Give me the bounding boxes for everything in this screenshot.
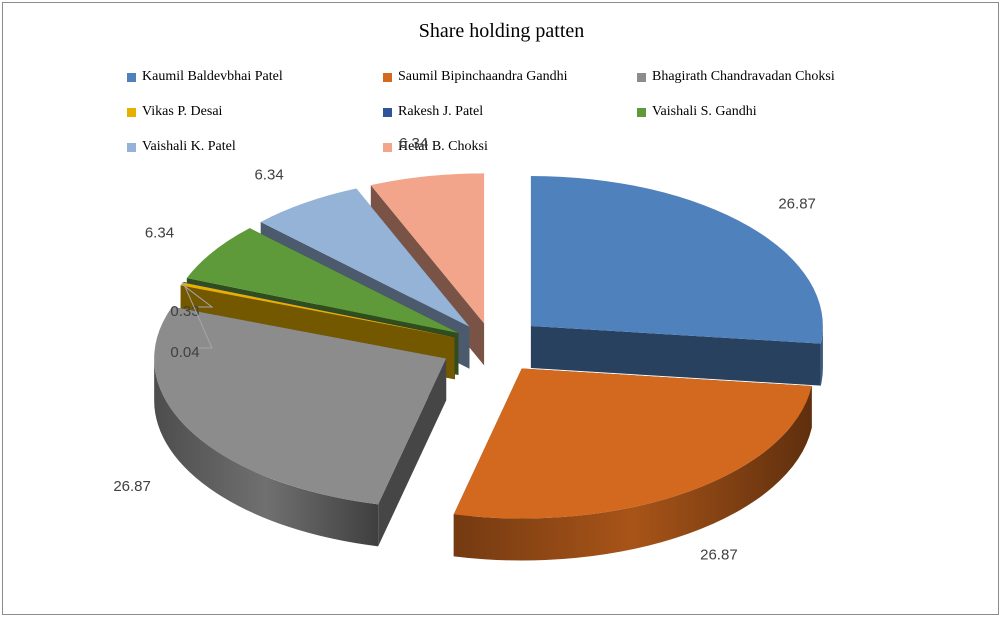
legend-item-vaishali-s: Vaishali S. Gandhi (637, 104, 757, 120)
chart-title: Share holding patten (418, 20, 585, 42)
legend-label-saumil: Saumil Bipinchaandra Gandhi (398, 69, 568, 84)
data-label-vikas: 0.33 (170, 303, 199, 320)
legend-label-bhagirath: Bhagirath Chandravadan Choksi (652, 69, 835, 84)
pie-data-labels: 26.87 26.87 26.87 0.33 0.04 6.34 6.34 6.34 (113, 135, 816, 564)
slice-outer-wall (453, 386, 812, 561)
legend-item-saumil: Saumil Bipinchaandra Gandhi (383, 69, 568, 85)
slice-outer-wall (154, 358, 379, 547)
legend-item-kaumil: Kaumil Baldevbhai Patel (127, 69, 283, 85)
legend-label-kaumil: Kaumil Baldevbhai Patel (142, 69, 283, 84)
slice-top-face (186, 228, 459, 334)
slice-side-wall (530, 325, 821, 386)
slice-top-face (530, 175, 823, 344)
data-label-vaishali-k: 6.34 (254, 166, 283, 183)
slice-top-face (180, 282, 455, 338)
legend-item-hetal: Hetal B. Choksi (383, 139, 488, 155)
legend-label-hetal: Hetal B. Choksi (398, 139, 488, 154)
slice-top-face (370, 173, 485, 324)
pie-slice-kaumil (530, 175, 823, 386)
legend-swatch-rakesh (383, 107, 392, 117)
legend-label-vikas: Vikas P. Desai (142, 104, 223, 119)
legend-label-vaishali-k: Vaishali K. Patel (142, 139, 236, 154)
slice-top-face (154, 306, 447, 505)
slice-outer-wall (820, 325, 823, 386)
pie-slice-saumil (453, 368, 812, 561)
leader-line-vikas (181, 283, 214, 308)
legend-swatch-vikas (127, 107, 136, 117)
pie-slices (154, 173, 823, 561)
data-label-bhagirath: 26.87 (113, 478, 151, 495)
slice-top-face (260, 188, 470, 327)
legend-swatch-kaumil (127, 72, 136, 82)
legend-swatch-bhagirath (637, 72, 646, 82)
data-label-rakesh: 0.04 (170, 344, 199, 361)
data-label-vaishali-s: 6.34 (145, 224, 174, 241)
slice-top-face (453, 368, 812, 519)
legend-swatch-hetal (383, 142, 392, 152)
legend-item-rakesh: Rakesh J. Patel (383, 104, 483, 120)
legend-item-bhagirath: Bhagirath Chandravadan Choksi (637, 69, 835, 85)
data-label-hetal: 6.34 (399, 135, 428, 152)
legend-swatch-vaishali-s (637, 107, 646, 117)
legend-swatch-vaishali-k (127, 142, 136, 152)
legend-swatch-saumil (383, 72, 392, 82)
slice-side-wall (378, 358, 447, 547)
legend-label-vaishali-s: Vaishali S. Gandhi (652, 104, 757, 119)
leader-line-rakesh (182, 281, 213, 349)
legend-item-vikas: Vikas P. Desai (127, 104, 222, 120)
slice-top-face (182, 281, 455, 337)
pie-slice-bhagirath (154, 306, 447, 547)
legend-label-rakesh: Rakesh J. Patel (398, 104, 484, 119)
legend-item-vaishali-k: Vaishali K. Patel (127, 139, 236, 155)
data-label-saumil: 26.87 (700, 547, 738, 564)
data-label-kaumil: 26.87 (778, 195, 816, 212)
